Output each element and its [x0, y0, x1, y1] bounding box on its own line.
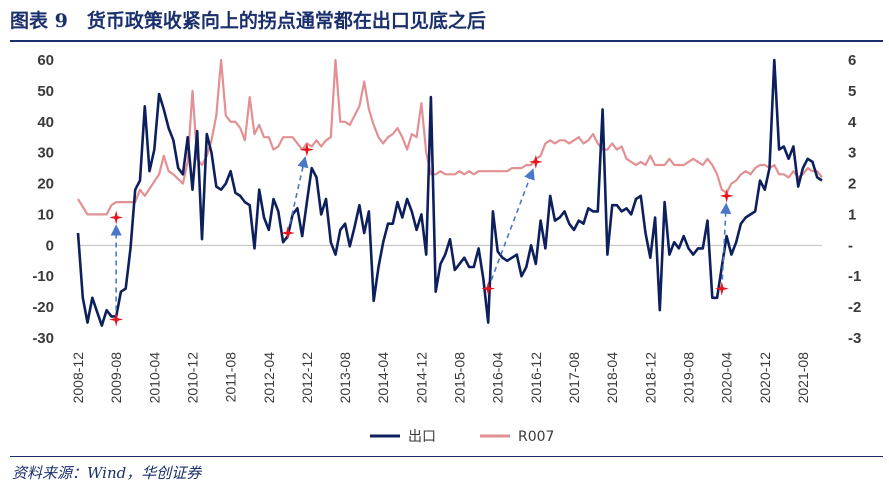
right-tick-label: 5 — [848, 83, 856, 100]
turning-point-marker — [719, 188, 734, 203]
source-note: 资料来源：Wind，华创证券 — [12, 464, 202, 482]
turning-point-marker — [280, 226, 295, 240]
right-tick-label: 6 — [848, 52, 856, 69]
right-tick-label: -2 — [848, 299, 861, 316]
right-tick-label: -3 — [848, 330, 861, 347]
x-tick-label: 2012-04 — [261, 352, 277, 404]
right-tick-label: - — [848, 237, 853, 254]
x-tick-label: 2009-08 — [108, 352, 124, 404]
left-tick-label: 10 — [37, 206, 54, 223]
turning-point-marker — [109, 312, 124, 327]
x-tick-label: 2014-04 — [375, 352, 391, 404]
series-lines — [76, 58, 823, 327]
x-tick-label: 2008-12 — [70, 352, 86, 404]
x-tick-label: 2016-04 — [490, 352, 506, 404]
turning-point-arrow — [490, 168, 535, 281]
series-line-r007 — [77, 58, 823, 216]
x-tick-label: 2013-08 — [337, 352, 353, 404]
left-tick-label: 40 — [37, 114, 54, 131]
right-tick-label: 3 — [848, 145, 856, 162]
turning-point-marker — [109, 210, 124, 225]
left-tick-label: 60 — [37, 52, 54, 69]
right-tick-label: 4 — [848, 114, 857, 131]
left-tick-label: -30 — [32, 330, 54, 347]
left-tick-label: -10 — [32, 268, 54, 285]
left-tick-label: -20 — [32, 299, 54, 316]
x-tick-label: 2015-08 — [452, 352, 468, 404]
turning-point-arrow — [289, 156, 309, 225]
legend-r007-label: R007 — [518, 429, 554, 445]
turning-point-marker — [714, 281, 729, 296]
x-tick-label: 2011-08 — [223, 352, 239, 403]
x-tick-label: 2014-12 — [413, 352, 429, 404]
x-tick-label: 2020-12 — [757, 352, 773, 404]
x-tick-label: 2020-04 — [719, 352, 735, 404]
x-tick-label: 2016-12 — [528, 352, 544, 404]
x-axis-ticks: 2008-12 2009-08 2010-04 2010-12 2011-08 2012-… — [70, 352, 811, 404]
right-tick-label: 2 — [848, 176, 856, 193]
left-tick-label: 20 — [37, 176, 54, 193]
source-rule — [10, 456, 883, 457]
turning-point-marker — [299, 142, 314, 157]
x-tick-label: 2018-12 — [642, 352, 658, 404]
x-tick-label: 2018-04 — [604, 352, 620, 404]
x-tick-label: 2021-08 — [795, 352, 811, 404]
legend: 出口 R007 — [370, 429, 554, 445]
left-tick-label: 30 — [37, 145, 54, 162]
x-tick-label: 2017-08 — [566, 352, 582, 404]
turning-point-marker — [528, 154, 543, 169]
x-tick-label: 2019-08 — [680, 352, 696, 404]
x-tick-label: 2012-12 — [299, 352, 315, 404]
title-rule — [10, 40, 883, 42]
figure-title: 图表 9 货币政策收紧向上的拐点通常都在出口见底之后 — [10, 10, 486, 32]
right-tick-label: 1 — [848, 206, 856, 223]
left-axis-ticks: -30 -20 -10 0 10 20 30 40 50 60 — [32, 52, 54, 347]
x-tick-label: 2010-12 — [184, 352, 200, 404]
turning-point-arrow — [720, 202, 732, 280]
right-tick-label: -1 — [848, 268, 861, 285]
annotations — [109, 142, 734, 327]
left-tick-label: 0 — [46, 237, 54, 254]
turning-point-marker — [481, 281, 496, 296]
series-line-export — [76, 58, 823, 327]
x-tick-label: 2010-04 — [146, 352, 162, 404]
legend-export-label: 出口 — [408, 429, 436, 445]
left-tick-label: 50 — [37, 83, 54, 100]
